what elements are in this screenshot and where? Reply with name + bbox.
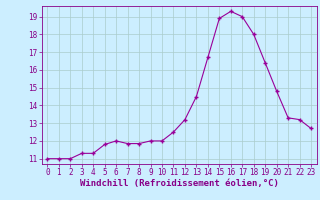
- X-axis label: Windchill (Refroidissement éolien,°C): Windchill (Refroidissement éolien,°C): [80, 179, 279, 188]
